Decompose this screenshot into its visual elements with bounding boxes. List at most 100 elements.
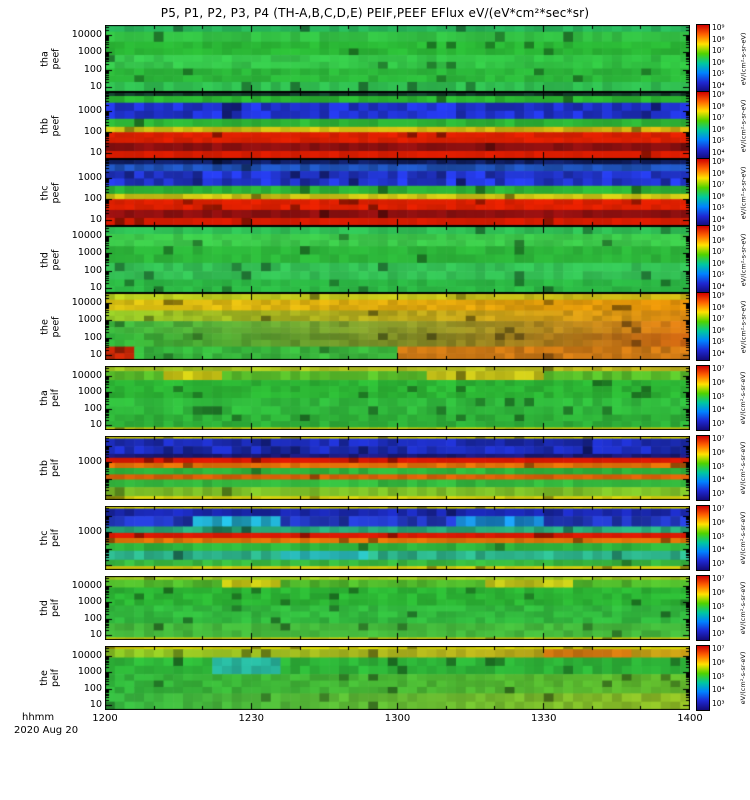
colorbar-tick-label: 10⁸ <box>712 168 725 178</box>
x-tick-label: 1330 <box>531 713 557 724</box>
colorbar-the-peif <box>696 645 710 711</box>
colorbar-thc-peef <box>696 158 710 227</box>
panel-label-line: peif <box>50 529 61 547</box>
y-tick-label: 10 <box>89 281 102 293</box>
colorbar-tick-label: 10³ <box>712 419 725 428</box>
colorbar-tick-label: 10⁴ <box>712 615 725 625</box>
y-tick-label: 10 <box>89 213 102 225</box>
colorbar-tick-label: 10³ <box>712 489 725 498</box>
colorbar-thb-peif <box>696 435 710 501</box>
y-tick-label: 10000 <box>71 29 102 41</box>
y-tick-label: 10 <box>89 419 102 431</box>
colorbar-tick-label: 10⁵ <box>712 391 725 401</box>
y-tick-label: 1000 <box>77 104 102 116</box>
colorbar-tick-label: 10⁶ <box>712 191 725 201</box>
colorbar-tick-label: 10⁸ <box>712 101 725 111</box>
colorbar-unit-label: eV/(cm²-s-sr-eV) <box>739 32 747 85</box>
spectrogram-canvas-thd-peef <box>105 226 690 293</box>
spectrogram-canvas-tha-peef <box>105 25 690 92</box>
colorbar-tick-label: 10⁷ <box>712 574 725 583</box>
x-tick-label: 1230 <box>238 713 264 724</box>
panel-label-line: thd <box>39 600 50 616</box>
colorbar-thd-peif <box>696 575 710 641</box>
y-tick-label: 100 <box>83 612 102 624</box>
y-tick-label: 1000 <box>77 596 102 608</box>
colorbar-unit-label: eV/(cm²-s-sr-eV) <box>739 99 747 152</box>
colorbar-tick-label: 10³ <box>712 559 725 568</box>
colorbar-tick-label: 10⁴ <box>712 148 725 157</box>
panel-label-thc-peef: thc peef <box>39 159 61 226</box>
y-tick-label: 10 <box>89 629 102 641</box>
y-tick-label: 1000 <box>77 386 102 398</box>
colorbar-tick-label: 10⁹ <box>712 291 725 300</box>
panel-label-thb-peef: thb peef <box>39 92 61 159</box>
y-tick-label: 100 <box>83 125 102 137</box>
panel-label-the-peef: the peef <box>39 293 61 360</box>
panel-label-line: tha <box>39 50 50 67</box>
colorbar-tick-label: 10⁵ <box>712 337 725 347</box>
colorbar-tick-label: 10⁵ <box>712 601 725 611</box>
colorbar-tick-label: 10⁶ <box>712 57 725 67</box>
colorbar-tick-label: 10⁷ <box>712 314 725 324</box>
colorbar-tick-label: 10⁶ <box>712 377 725 387</box>
colorbar-thd-peef <box>696 225 710 294</box>
panel-label-line: thc <box>39 185 50 200</box>
panel-label-line: thb <box>39 117 50 134</box>
colorbar-tick-label: 10⁴ <box>712 349 725 358</box>
colorbar-tick-label: 10⁴ <box>712 475 725 485</box>
y-tick-label: 10000 <box>71 369 102 381</box>
colorbar-unit-label: eV/(cm²-s-sr-eV) <box>739 651 747 705</box>
x-tick-label: 1400 <box>677 713 703 724</box>
colorbar-tick-label: 10⁴ <box>712 81 725 90</box>
colorbar-tick-label: 10⁹ <box>712 90 725 99</box>
colorbar-tick-label: 10⁶ <box>712 124 725 134</box>
colorbar-unit-label: eV/(cm²-s-sr-eV) <box>739 233 747 286</box>
panel-label-line: the <box>39 318 50 335</box>
colorbar-tick-label: 10⁴ <box>712 685 725 695</box>
y-tick-label: 100 <box>83 63 102 75</box>
y-tick-label: 1000 <box>77 46 102 58</box>
spectrogram-canvas-thc-peif <box>105 506 690 570</box>
y-tick-label: 10 <box>89 699 102 711</box>
y-tick-label: 100 <box>83 682 102 694</box>
colorbar-tick-label: 10⁷ <box>712 644 725 653</box>
colorbar-tick-label: 10⁴ <box>712 545 725 555</box>
colorbar-tick-label: 10⁸ <box>712 235 725 245</box>
colorbar-tick-label: 10⁷ <box>712 434 725 443</box>
date-label: 2020 Aug 20 <box>14 725 79 736</box>
x-axis-unit-label: hhmm <box>22 712 55 723</box>
spectrogram-canvas-the-peef <box>105 293 690 360</box>
colorbar-tick-label: 10⁷ <box>712 46 725 56</box>
colorbar-unit-label: eV/(cm²-s-sr-eV) <box>739 300 747 353</box>
colorbar-tick-label: 10⁶ <box>712 325 725 335</box>
colorbar-tick-label: 10⁹ <box>712 157 725 166</box>
colorbar-tick-label: 10³ <box>712 629 725 638</box>
colorbar-tick-label: 10⁷ <box>712 504 725 513</box>
colorbar-tick-label: 10⁶ <box>712 657 725 667</box>
y-tick-label: 100 <box>83 402 102 414</box>
panel-label-line: thb <box>39 460 50 476</box>
colorbar-tick-label: 10⁶ <box>712 587 725 597</box>
y-tick-label: 10 <box>89 80 102 92</box>
y-tick-label: 1000 <box>77 171 102 183</box>
colorbar-thb-peef <box>696 91 710 160</box>
colorbar-tick-label: 10³ <box>712 699 725 708</box>
y-tick-label: 10000 <box>71 579 102 591</box>
colorbar-tick-label: 10⁸ <box>712 302 725 312</box>
spectrogram-canvas-thd-peif <box>105 576 690 640</box>
colorbar-tick-label: 10⁹ <box>712 23 725 32</box>
colorbar-thc-peif <box>696 505 710 571</box>
colorbar-tick-label: 10⁵ <box>712 461 725 471</box>
y-tick-label: 10000 <box>71 649 102 661</box>
spectrogram-canvas-tha-peif <box>105 366 690 430</box>
colorbar-unit-label: eV/(cm²-s-sr-eV) <box>739 441 747 495</box>
y-tick-label: 1000 <box>77 526 102 538</box>
colorbar-tick-label: 10⁵ <box>712 531 725 541</box>
plot-title: P5, P1, P2, P3, P4 (TH-A,B,C,D,E) PEIF,P… <box>160 6 590 20</box>
panel-label-thc-peif: thc peif <box>39 506 61 570</box>
colorbar-unit-label: eV/(cm²-s-sr-eV) <box>739 371 747 425</box>
colorbar-the-peef <box>696 292 710 361</box>
colorbar-tick-label: 10⁷ <box>712 180 725 190</box>
colorbar-tick-label: 10⁵ <box>712 136 725 146</box>
